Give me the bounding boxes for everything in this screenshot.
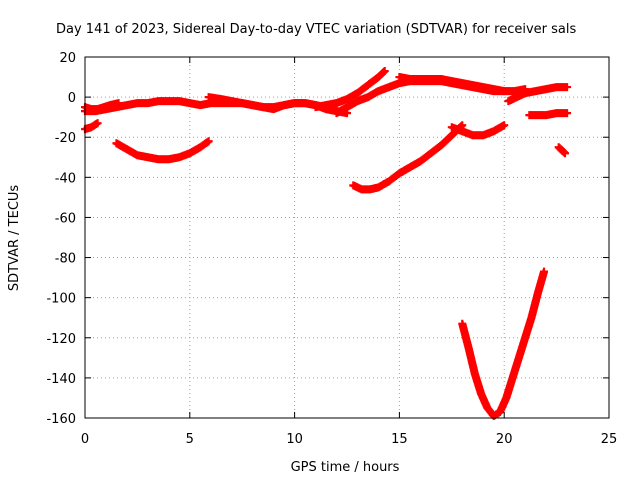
series-arc-10 xyxy=(525,109,572,120)
data-point xyxy=(560,149,569,158)
y-tick-label: -140 xyxy=(46,372,76,387)
series-arc-12 xyxy=(349,121,467,194)
x-tick-label: 5 xyxy=(186,432,194,447)
x-tick-label: 20 xyxy=(496,432,513,447)
y-axis-label: SDTVAR / TECUs xyxy=(7,185,22,292)
data-point xyxy=(563,83,572,92)
series-arc-6 xyxy=(311,67,389,112)
data-points xyxy=(81,67,572,420)
y-tick-label: -80 xyxy=(55,252,76,267)
y-tick-label: -40 xyxy=(55,171,76,186)
plot-frame xyxy=(84,56,610,419)
y-tick-label: -160 xyxy=(46,412,76,427)
series-arc-8 xyxy=(395,73,509,96)
series-arc-4 xyxy=(112,137,213,164)
x-axis-label: GPS time / hours xyxy=(291,460,400,475)
x-tick-label: 10 xyxy=(286,432,303,447)
y-tick-label: 20 xyxy=(59,51,76,66)
data-point xyxy=(380,67,389,76)
x-tick-label: 0 xyxy=(81,432,89,447)
series-arc-9 xyxy=(504,83,572,106)
data-point xyxy=(204,137,213,146)
series-arc-11 xyxy=(554,143,569,158)
axis-ticks: 0 5 10 15 20 25 20 0 -20 -40 -60 -80 -100 -120 -140 -16… xyxy=(46,51,617,447)
data-point xyxy=(563,109,572,118)
x-tick-label: 25 xyxy=(601,432,618,447)
y-tick-label: -60 xyxy=(55,211,76,226)
x-tick-label: 15 xyxy=(391,432,408,447)
y-tick-label: -120 xyxy=(46,332,76,347)
data-point xyxy=(500,121,509,130)
y-tick-label: 0 xyxy=(68,91,76,106)
data-point xyxy=(540,267,549,276)
series-arc-14 xyxy=(458,267,549,420)
series-arc-13 xyxy=(447,121,509,140)
series-arc-5 xyxy=(204,93,351,118)
data-point xyxy=(93,119,102,128)
y-tick-label: -20 xyxy=(55,131,76,146)
chart-title: Day 141 of 2023, Sidereal Day-to-day VTE… xyxy=(56,22,576,37)
data-point xyxy=(500,87,509,96)
y-tick-label: -100 xyxy=(46,292,76,307)
